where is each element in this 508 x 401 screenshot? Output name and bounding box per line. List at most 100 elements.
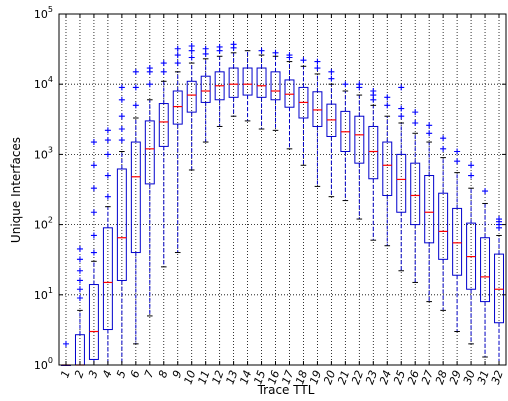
box-ttl-25: [396, 84, 407, 272]
box-ttl-22: [354, 81, 365, 220]
outlier-point: [398, 105, 405, 112]
x-tick-label: 24: [377, 369, 394, 387]
box-ttl-32: [494, 216, 504, 366]
outlier-point: [468, 162, 475, 169]
iqr-box: [74, 334, 85, 366]
x-tick-label: 2: [72, 369, 87, 380]
box-ttl-28: [438, 135, 449, 311]
outlier-point: [146, 65, 153, 72]
box-ttl-23: [368, 88, 379, 241]
iqr-box: [424, 175, 435, 244]
outlier-point: [90, 185, 97, 192]
box-ttl-16: [270, 49, 281, 131]
box-ttl-24: [382, 94, 393, 247]
y-axis-ticks: 100 101 102 103 104 105: [34, 5, 506, 372]
iqr-box: [452, 207, 463, 276]
x-axis-label: Trace TTL: [257, 383, 315, 397]
outlier-point: [104, 172, 111, 179]
x-tick-label: 27: [419, 369, 436, 387]
outlier-point: [412, 120, 419, 127]
iqr-box: [284, 79, 295, 108]
x-tick-label: 8: [156, 369, 171, 380]
box-ttl-29: [452, 148, 463, 333]
y-tick-label: 104: [34, 75, 53, 91]
outlier-point: [90, 249, 97, 256]
box-ttl-18: [298, 57, 309, 166]
iqr-box: [186, 80, 197, 113]
x-tick-label: 12: [209, 369, 226, 387]
iqr-box: [396, 153, 407, 213]
outlier-point: [314, 58, 321, 65]
x-tick-label: 30: [461, 369, 478, 387]
outlier-point: [132, 102, 139, 109]
outlier-point: [90, 139, 97, 146]
box-ttl-19: [312, 58, 323, 187]
box-ttl-26: [410, 109, 421, 283]
iqr-box: [130, 141, 141, 254]
outlier-point: [328, 75, 335, 82]
box-ttl-30: [466, 162, 477, 345]
outlier-point: [230, 41, 237, 48]
outlier-point: [426, 122, 433, 129]
iqr-box: [116, 168, 127, 281]
outlier-point: [118, 113, 125, 120]
outlier-point: [398, 84, 405, 91]
outlier-point: [76, 256, 83, 263]
iqr-box: [382, 141, 393, 196]
x-tick-label: 25: [391, 369, 408, 387]
outlier-point: [272, 49, 279, 56]
x-tick-label: 15: [251, 369, 268, 387]
outlier-point: [482, 188, 489, 195]
box-series: [61, 41, 504, 366]
y-tick-label: 103: [34, 145, 53, 161]
y-tick-label: 105: [34, 5, 53, 21]
outlier-point: [454, 148, 461, 155]
outlier-point: [370, 88, 377, 95]
outlier-point: [314, 65, 321, 72]
outlier-point: [104, 127, 111, 134]
outlier-point: [440, 145, 447, 152]
outlier-point: [62, 340, 69, 347]
iqr-box: [480, 237, 491, 303]
outlier-point: [160, 68, 167, 75]
box-ttl-11: [200, 45, 211, 143]
outlier-point: [426, 130, 433, 137]
iqr-box: [158, 103, 169, 147]
y-tick-label: 101: [34, 286, 53, 302]
box-ttl-21: [340, 81, 351, 202]
outlier-point: [398, 113, 405, 120]
x-tick-label: 23: [363, 369, 380, 387]
outlier-point: [104, 151, 111, 158]
x-tick-label: 7: [142, 369, 157, 380]
x-tick-label: 13: [223, 369, 240, 387]
outlier-point: [440, 135, 447, 142]
outlier-point: [76, 295, 83, 302]
iqr-box: [88, 284, 99, 360]
iqr-box: [228, 67, 239, 98]
x-tick-label: 32: [489, 369, 506, 387]
outlier-point: [132, 68, 139, 75]
x-tick-label: 20: [321, 369, 338, 387]
iqr-box: [172, 90, 183, 125]
outlier-point: [160, 60, 167, 67]
outlier-point: [258, 47, 265, 54]
box-ttl-7: [144, 65, 155, 317]
box-ttl-15: [256, 47, 267, 130]
iqr-box: [438, 192, 449, 260]
box-ttl-17: [284, 52, 295, 150]
x-tick-label: 9: [170, 369, 185, 380]
iqr-box: [494, 253, 504, 324]
box-ttl-27: [424, 122, 435, 303]
x-axis-ticks: 1 2 3 4 5 6 7 8 91011121314151617181920212223242…: [58, 14, 506, 386]
iqr-box: [312, 91, 323, 127]
plot-frame: [58, 13, 507, 366]
x-tick-label: 31: [475, 369, 492, 387]
outlier-point: [90, 209, 97, 216]
x-tick-label: 3: [86, 369, 101, 380]
outlier-point: [328, 68, 335, 75]
outlier-point: [104, 137, 111, 144]
outlier-point: [300, 57, 307, 64]
y-tick-label: 100: [34, 356, 53, 372]
outlier-point: [286, 52, 293, 59]
box-ttl-31: [480, 188, 491, 358]
